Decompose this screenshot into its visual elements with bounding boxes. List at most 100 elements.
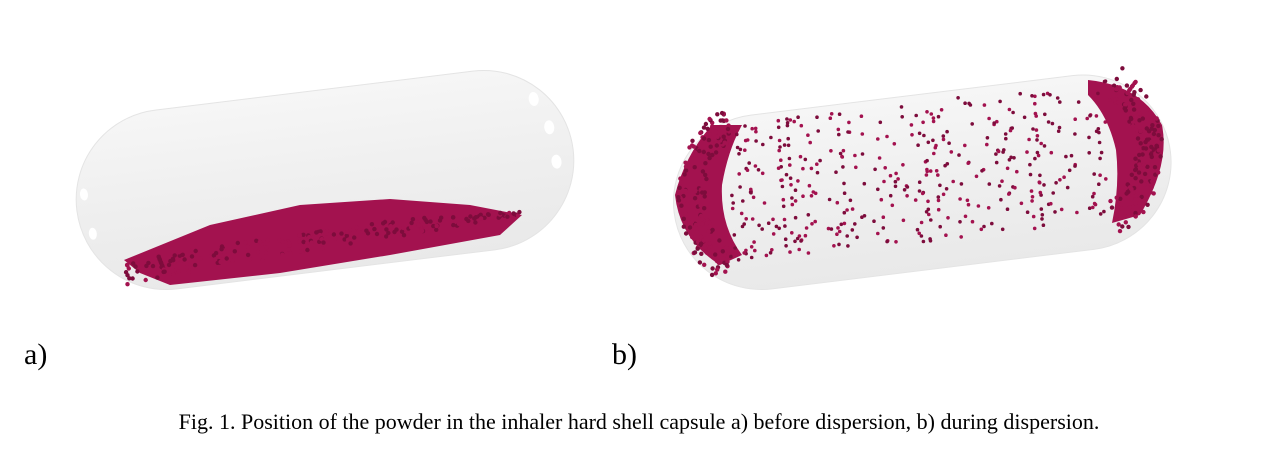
powder-particle — [1118, 196, 1123, 201]
powder-particle — [1030, 94, 1034, 98]
powder-particle — [692, 189, 698, 194]
powder-particle — [1097, 182, 1101, 186]
powder-particle — [482, 215, 487, 220]
powder-particle — [1069, 153, 1074, 158]
powder-particle — [184, 265, 190, 270]
powder-particle — [731, 243, 735, 248]
powder-particle — [790, 231, 794, 235]
powder-particle — [131, 261, 136, 266]
powder-particle — [815, 162, 819, 166]
powder-particle — [970, 219, 975, 224]
powder-particle — [702, 206, 707, 211]
powder-particle — [963, 214, 968, 219]
powder-particle — [888, 193, 893, 198]
powder-particle — [706, 137, 712, 143]
powder-particle — [715, 267, 720, 272]
powder-particle — [721, 134, 726, 139]
powder-particle — [931, 138, 935, 143]
powder-particle — [974, 174, 979, 179]
powder-particle — [749, 245, 754, 249]
powder-particle — [1035, 134, 1040, 138]
powder-particle — [679, 203, 684, 208]
powder-particle — [342, 237, 347, 242]
powder-particle — [1150, 123, 1155, 128]
powder-particle — [957, 153, 961, 157]
powder-particle — [1027, 137, 1031, 142]
powder-particle — [410, 217, 416, 222]
powder-particle — [760, 171, 765, 176]
powder-particle — [925, 167, 929, 172]
powder-particle — [1110, 86, 1115, 92]
powder-particle — [692, 196, 698, 201]
powder-particle — [944, 187, 949, 191]
powder-particle — [706, 229, 711, 234]
powder-particle — [1139, 179, 1144, 184]
powder-particle — [1145, 107, 1150, 112]
powder-particle — [776, 125, 781, 130]
powder-particle — [837, 132, 841, 137]
powder-particle — [921, 239, 926, 244]
powder-particle — [1140, 116, 1145, 121]
powder-particle — [795, 236, 800, 241]
powder-particle — [1159, 137, 1164, 142]
powder-particle — [743, 138, 748, 143]
powder-particle — [1038, 190, 1043, 195]
powder-particle — [860, 132, 865, 136]
powder-particle — [683, 211, 688, 216]
powder-particle — [890, 203, 895, 208]
powder-particle — [1007, 158, 1012, 162]
powder-particle — [1137, 162, 1142, 167]
powder-particle — [707, 132, 712, 137]
powder-particle — [381, 221, 386, 226]
powder-particle — [719, 110, 725, 116]
powder-particle — [919, 220, 924, 225]
powder-particle — [682, 172, 687, 177]
powder-particle — [766, 221, 771, 225]
powder-particle — [839, 222, 844, 227]
powder-particle — [784, 244, 788, 248]
powder-particle — [301, 232, 306, 237]
powder-particle — [958, 197, 962, 201]
powder-particle — [690, 234, 695, 240]
powder-particle — [836, 226, 840, 230]
powder-particle — [511, 211, 516, 216]
powder-particle — [855, 235, 859, 240]
powder-particle — [1043, 112, 1047, 117]
powder-particle — [740, 224, 745, 229]
powder-particle — [698, 130, 703, 136]
powder-particle — [941, 137, 946, 142]
powder-particle — [885, 239, 889, 244]
powder-particle — [386, 230, 391, 236]
powder-particle — [1007, 107, 1012, 112]
powder-particle — [681, 224, 686, 229]
powder-particle — [1156, 133, 1161, 138]
powder-particle — [507, 210, 512, 216]
powder-particle — [771, 232, 776, 236]
powder-particle — [1114, 76, 1119, 82]
powder-particle — [1035, 138, 1039, 142]
powder-particle — [1018, 91, 1022, 96]
powder-particle — [970, 122, 974, 126]
powder-particle — [838, 151, 843, 156]
powder-particle — [257, 239, 263, 245]
powder-particle — [1149, 144, 1154, 150]
powder-particle — [829, 149, 833, 153]
powder-particle — [1133, 167, 1138, 173]
powder-particle — [695, 246, 700, 251]
powder-particle — [280, 239, 285, 244]
powder-particle — [1142, 171, 1148, 177]
powder-particle — [1028, 162, 1032, 167]
powder-particle — [947, 141, 951, 145]
powder-particle — [949, 150, 954, 154]
powder-particle — [941, 134, 946, 138]
powder-particle — [166, 262, 172, 268]
powder-particle — [1129, 97, 1134, 103]
powder-particle — [1141, 209, 1146, 215]
powder-particle — [189, 247, 195, 253]
powder-particle — [1001, 150, 1005, 154]
powder-particle — [1046, 120, 1051, 124]
powder-particle — [348, 241, 353, 246]
powder-particle — [1135, 97, 1141, 102]
powder-particle — [189, 254, 195, 259]
powder-particle — [737, 172, 741, 176]
